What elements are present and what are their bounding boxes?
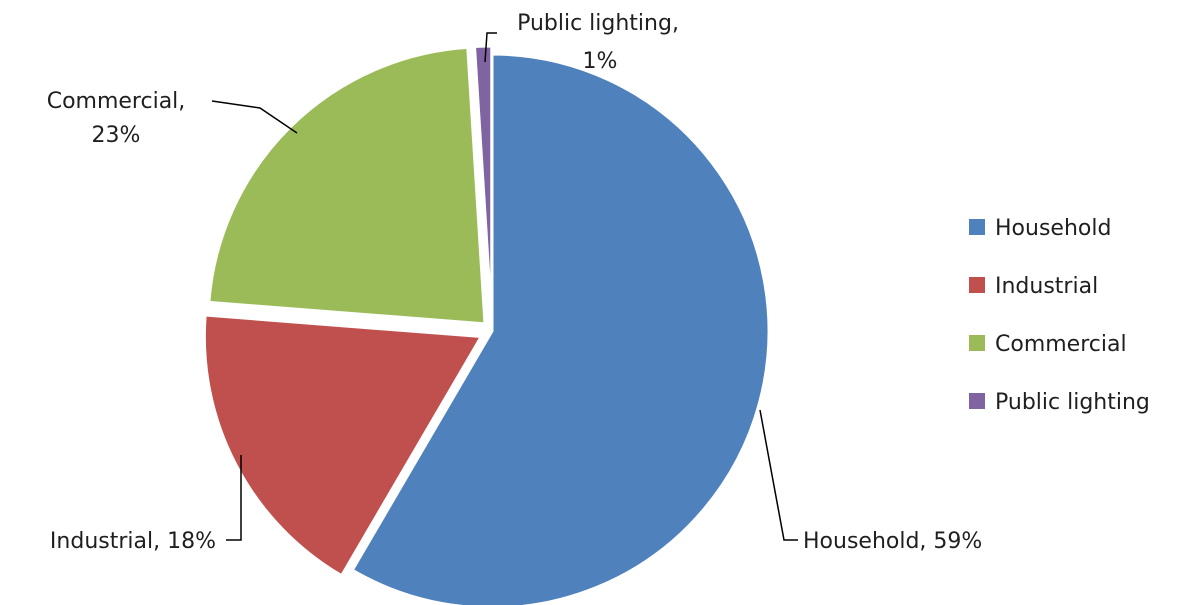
pie-slice-commercial [207,45,487,326]
leader-lines [211,32,798,541]
leader-line-public-lighting [484,32,497,63]
pie-slice-industrial [202,313,484,578]
data-label-public-lighting-value: 1% [583,49,618,74]
data-label-public-lighting-name: Public lighting, [517,11,679,36]
pie-slice-public-lighting [472,44,494,324]
data-label-commercial-value: 23% [92,123,141,148]
pie-slices [202,44,771,605]
data-label-commercial-name: Commercial, [47,89,186,114]
pie-slice-household [350,52,771,605]
legend-label-industrial: Industrial [995,274,1098,299]
legend-swatch-industrial [969,277,985,293]
legend-label-commercial: Commercial [995,332,1127,357]
leader-line-commercial [211,100,298,134]
legend-swatch-commercial [969,335,985,351]
legend: Household Industrial Commercial Public l… [969,216,1150,415]
legend-label-household: Household [995,216,1111,241]
data-label-industrial: Industrial, 18% [50,529,216,554]
data-labels: Household, 59% Industrial, 18% Commercia… [47,11,983,554]
legend-swatch-household [969,219,985,235]
leader-line-household [759,409,798,541]
leader-line-industrial [226,455,242,541]
data-label-household: Household, 59% [803,529,982,554]
legend-swatch-public-lighting [969,393,985,409]
legend-label-public-lighting: Public lighting [995,390,1150,415]
